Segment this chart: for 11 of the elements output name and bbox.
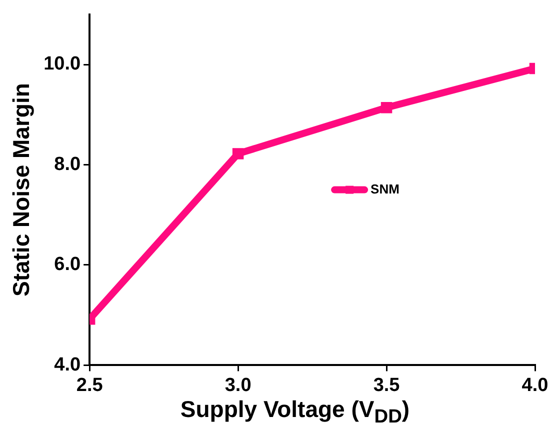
y-axis-title: Static Noise Margin bbox=[8, 83, 34, 297]
y-tick-label: 10.0 bbox=[44, 54, 81, 75]
y-tick-label: 8.0 bbox=[54, 154, 81, 175]
legend-label: SNM bbox=[370, 181, 400, 196]
x-tick-label: 2.5 bbox=[76, 374, 104, 396]
y-tick-label: 6.0 bbox=[54, 254, 81, 276]
x-tick-label: 3.0 bbox=[224, 374, 252, 396]
y-tick-label: 4.0 bbox=[54, 354, 81, 376]
x-tick-label: 3.5 bbox=[373, 374, 400, 396]
x-tick-label: 4.0 bbox=[522, 374, 548, 396]
x-axis-title: Supply Voltage (V$_{DD}$) bbox=[179, 396, 411, 429]
